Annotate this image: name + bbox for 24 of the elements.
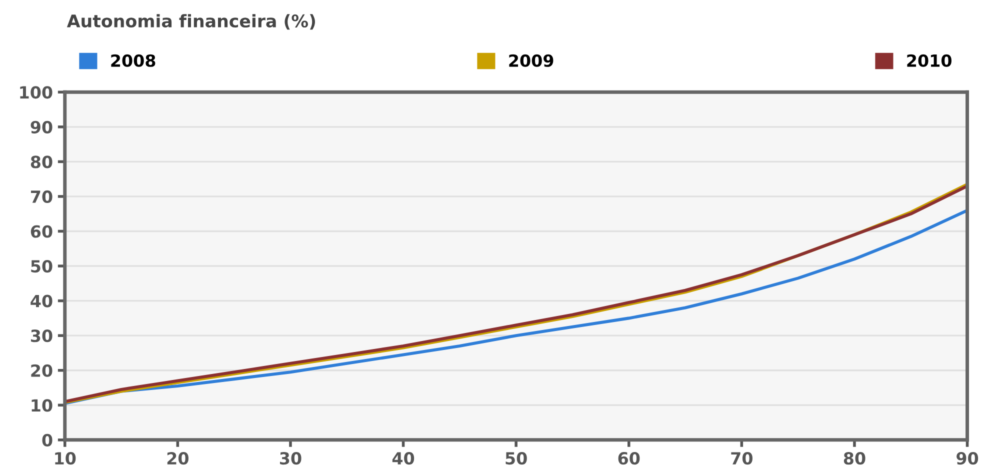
x-tick-label: 90 <box>956 452 978 465</box>
y-tick-label: 10 <box>32 399 52 412</box>
y-tick-label: 30 <box>30 330 52 342</box>
x-tick-label: 40 <box>392 452 414 465</box>
x-tick-label: 30 <box>280 452 302 465</box>
y-tick-label: 100 <box>20 86 52 99</box>
chart-title: Autonomia financeira (%) <box>66 14 316 30</box>
x-tick-label: 70 <box>731 452 752 465</box>
x-tick-label: 10 <box>55 452 76 465</box>
y-tick-label: 60 <box>30 225 52 238</box>
y-tick-label: 50 <box>31 260 52 273</box>
y-tick-label: 20 <box>31 364 52 377</box>
legend-label: 2009 <box>509 54 554 67</box>
x-tick-label: 20 <box>167 452 188 465</box>
x-tick-label: 60 <box>618 452 640 465</box>
y-tick-label: 40 <box>30 294 52 308</box>
legend-label: 2010 <box>907 54 952 67</box>
x-tick-label: 80 <box>844 452 866 465</box>
y-tick-label: 0 <box>42 434 52 446</box>
y-tick-label: 90 <box>30 120 52 134</box>
x-tick-label: 50 <box>506 452 527 465</box>
y-tick-label: 70 <box>30 190 52 204</box>
y-tick-label: 80 <box>30 156 52 168</box>
legend-label: 2008 <box>111 54 156 67</box>
